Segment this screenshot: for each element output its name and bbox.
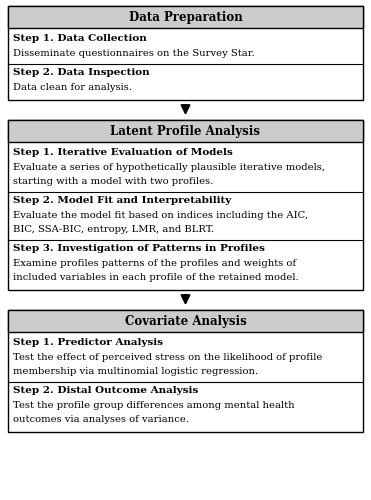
- Text: Data Preparation: Data Preparation: [129, 10, 242, 24]
- Text: Examine profiles patterns of the profiles and weights of: Examine profiles patterns of the profile…: [13, 260, 296, 268]
- Text: Covariate Analysis: Covariate Analysis: [125, 314, 246, 328]
- Text: Step 1. Data Collection: Step 1. Data Collection: [13, 34, 147, 43]
- Text: membership via multinomial logistic regression.: membership via multinomial logistic regr…: [13, 368, 258, 376]
- Text: Step 2. Model Fit and Interpretability: Step 2. Model Fit and Interpretability: [13, 196, 231, 205]
- Text: Test the effect of perceived stress on the likelihood of profile: Test the effect of perceived stress on t…: [13, 354, 322, 362]
- Bar: [8, 6, 363, 100]
- Text: Step 1. Predictor Analysis: Step 1. Predictor Analysis: [13, 338, 163, 347]
- Bar: [8, 120, 363, 142]
- Text: Evaluate a series of hypothetically plausible iterative models,: Evaluate a series of hypothetically plau…: [13, 164, 325, 172]
- Bar: [8, 120, 363, 290]
- Bar: [8, 310, 363, 332]
- Text: Disseminate questionnaires on the Survey Star.: Disseminate questionnaires on the Survey…: [13, 50, 255, 58]
- Text: included variables in each profile of the retained model.: included variables in each profile of th…: [13, 274, 299, 282]
- Text: Test the profile group differences among mental health: Test the profile group differences among…: [13, 402, 295, 410]
- Bar: [8, 6, 363, 28]
- Text: Step 2. Data Inspection: Step 2. Data Inspection: [13, 68, 150, 78]
- Text: outcomes via analyses of variance.: outcomes via analyses of variance.: [13, 416, 189, 424]
- Text: starting with a model with two profiles.: starting with a model with two profiles.: [13, 178, 213, 186]
- Bar: [8, 310, 363, 432]
- Text: BIC, SSA-BIC, entropy, LMR, and BLRT.: BIC, SSA-BIC, entropy, LMR, and BLRT.: [13, 226, 214, 234]
- Text: Step 3. Investigation of Patterns in Profiles: Step 3. Investigation of Patterns in Pro…: [13, 244, 265, 254]
- Text: Evaluate the model fit based on indices including the AIC,: Evaluate the model fit based on indices …: [13, 212, 308, 220]
- Text: Data clean for analysis.: Data clean for analysis.: [13, 84, 132, 92]
- Text: Step 2. Distal Outcome Analysis: Step 2. Distal Outcome Analysis: [13, 386, 198, 396]
- Text: Step 1. Iterative Evaluation of Models: Step 1. Iterative Evaluation of Models: [13, 148, 233, 158]
- Text: Latent Profile Analysis: Latent Profile Analysis: [111, 124, 260, 138]
